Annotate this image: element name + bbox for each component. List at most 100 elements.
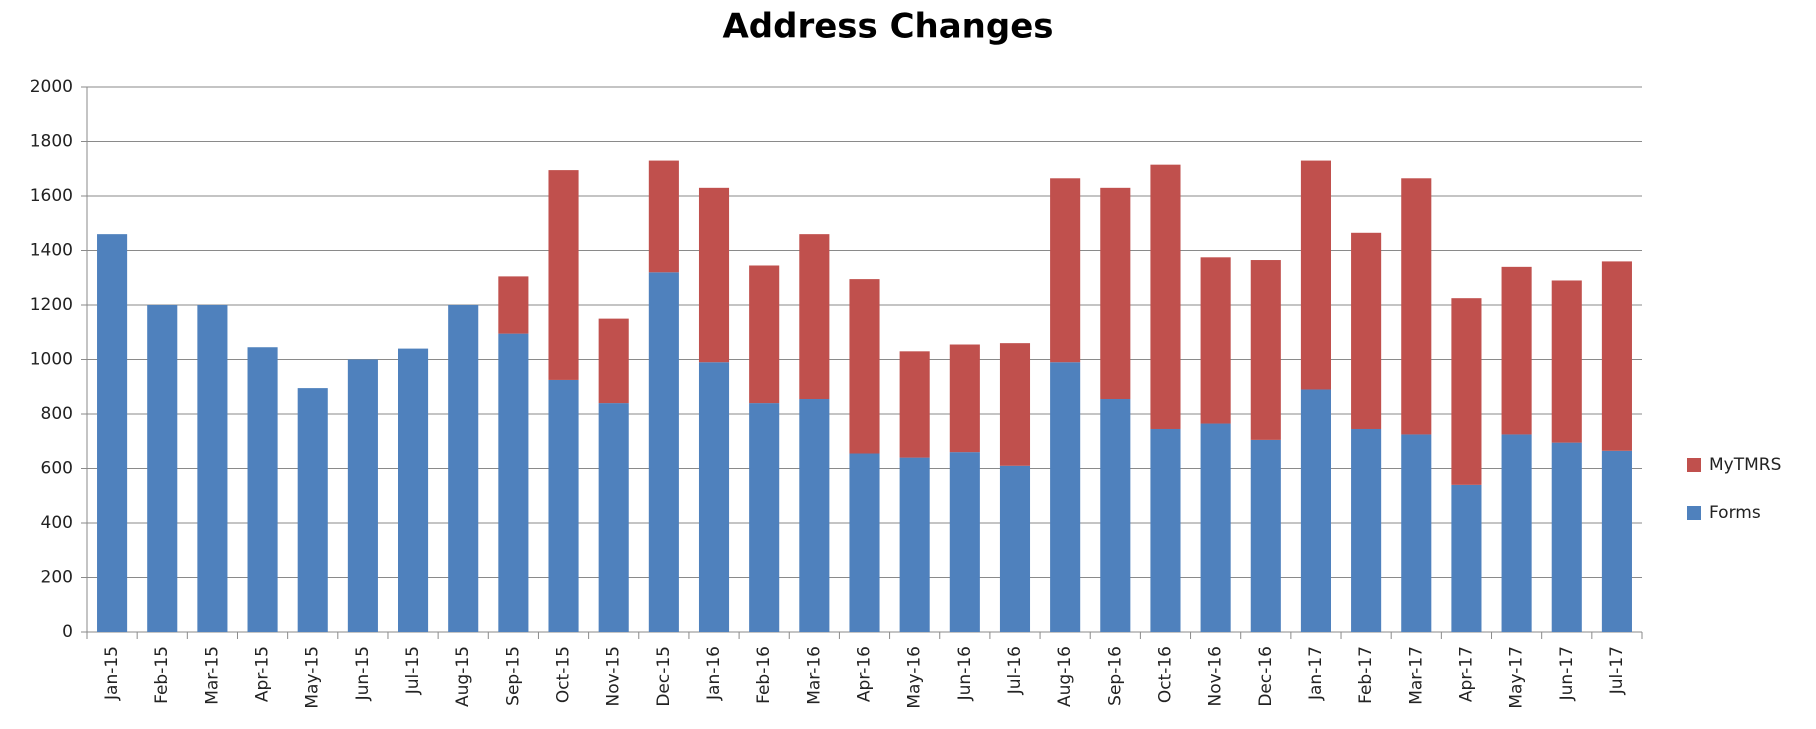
y-tick-label: 1200	[30, 295, 73, 315]
bar-segment	[1300, 160, 1331, 390]
bar-segment	[147, 305, 178, 632]
bar-segment	[1351, 232, 1382, 429]
bar-segment	[1250, 260, 1281, 440]
x-tick-label: Mar-17	[1406, 646, 1426, 705]
bar-segment	[1501, 266, 1532, 435]
bar-segment	[97, 234, 128, 632]
x-tick-label: Sep-15	[503, 646, 523, 706]
bar-segment	[498, 276, 529, 334]
x-tick-label: Apr-17	[1456, 646, 1476, 702]
bar-segment	[1200, 423, 1231, 632]
bar-segment	[1300, 389, 1331, 632]
bar-segment	[899, 351, 930, 458]
chart-title: Address Changes	[722, 7, 1053, 47]
bar-segment	[1200, 257, 1231, 424]
y-tick-label: 400	[41, 513, 73, 533]
y-tick-label: 600	[41, 459, 73, 479]
x-tick-label: Apr-16	[855, 646, 875, 702]
bar-segment	[1601, 450, 1632, 632]
bar-segment	[799, 399, 830, 632]
bar-segment	[1451, 484, 1482, 632]
bar-segment	[448, 305, 479, 632]
bar-segment	[949, 452, 980, 632]
legend-label: Forms	[1709, 503, 1761, 523]
bar-segment	[1100, 399, 1131, 632]
x-tick-label: Oct-16	[1155, 646, 1175, 703]
x-tick-label: Jul-16	[1005, 646, 1025, 695]
bar-segment	[849, 279, 880, 454]
x-tick-label: Jul-17	[1607, 646, 1627, 695]
y-tick-label: 2000	[30, 77, 73, 97]
y-tick-label: 800	[41, 404, 73, 424]
x-tick-label: Jun-17	[1557, 646, 1577, 701]
x-tick-label: May-17	[1507, 646, 1527, 709]
legend-swatch	[1687, 506, 1701, 520]
x-tick-label: Jan-15	[102, 646, 122, 701]
bar-segment	[247, 347, 278, 632]
bar-segment	[749, 403, 780, 632]
bar-segment	[1551, 442, 1582, 632]
bar-segment	[749, 265, 780, 404]
bar-segment	[999, 343, 1031, 466]
bar-segment	[1150, 428, 1181, 632]
y-tick-label: 1800	[30, 132, 73, 152]
bar-segment	[1150, 164, 1181, 429]
bar-segment	[347, 359, 378, 632]
y-tick-label: 0	[62, 622, 73, 642]
bar-segment	[648, 272, 679, 632]
x-tick-label: Aug-15	[453, 646, 473, 707]
bar-segment	[698, 362, 730, 632]
bar-segment	[1250, 439, 1281, 632]
bar-segment	[1451, 298, 1482, 485]
x-tick-label: Jun-15	[353, 646, 373, 701]
x-tick-label: Feb-16	[754, 646, 774, 704]
bar-segment	[548, 170, 579, 380]
bar-segment	[1050, 178, 1081, 363]
bar-segment	[1601, 261, 1632, 451]
bar-segment	[598, 318, 629, 404]
x-tick-label: Jan-17	[1306, 646, 1326, 701]
x-tick-label: Apr-15	[253, 646, 273, 702]
x-tick-label: Mar-15	[202, 646, 222, 705]
bar-segment	[799, 234, 830, 400]
bar-segment	[1351, 428, 1382, 632]
x-tick-label: May-15	[303, 646, 323, 709]
y-tick-label: 1400	[30, 241, 73, 261]
bar-segment	[598, 403, 629, 632]
bar-segment	[297, 388, 328, 632]
bar-segment	[398, 348, 429, 632]
bar-segment	[1501, 434, 1532, 632]
x-tick-label: Dec-16	[1256, 646, 1276, 707]
y-tick-label: 1000	[30, 350, 73, 370]
x-tick-label: Aug-16	[1055, 646, 1075, 707]
x-tick-label: Feb-15	[152, 646, 172, 704]
bar-segment	[197, 305, 228, 632]
legend-swatch	[1687, 458, 1701, 472]
bar-segment	[648, 160, 679, 273]
x-tick-label: Sep-16	[1105, 646, 1125, 706]
x-tick-label: Feb-17	[1356, 646, 1376, 704]
bar-segment	[849, 453, 880, 632]
x-tick-label: Nov-15	[604, 646, 624, 707]
y-tick-label: 1600	[30, 186, 73, 206]
bar-segment	[1551, 280, 1582, 443]
x-tick-label: Dec-15	[654, 646, 674, 707]
x-tick-label: Nov-16	[1206, 646, 1226, 707]
bar-segment	[698, 187, 730, 363]
bar-segment	[548, 379, 579, 632]
bar-segment	[999, 465, 1031, 632]
x-tick-label: Oct-15	[554, 646, 574, 703]
bar-segment	[498, 333, 529, 632]
x-tick-label: Jul-15	[403, 646, 423, 695]
bar-segment	[949, 344, 980, 453]
bar-segment	[899, 457, 930, 632]
bar-segment	[1401, 434, 1432, 632]
x-tick-label: May-16	[905, 646, 925, 709]
bar-segment	[1401, 178, 1432, 435]
bar-segment	[1100, 187, 1131, 400]
x-tick-label: Jun-16	[955, 646, 975, 701]
x-tick-label: Mar-16	[804, 646, 824, 705]
y-tick-label: 200	[41, 568, 73, 588]
x-tick-label: Jan-16	[704, 646, 724, 701]
